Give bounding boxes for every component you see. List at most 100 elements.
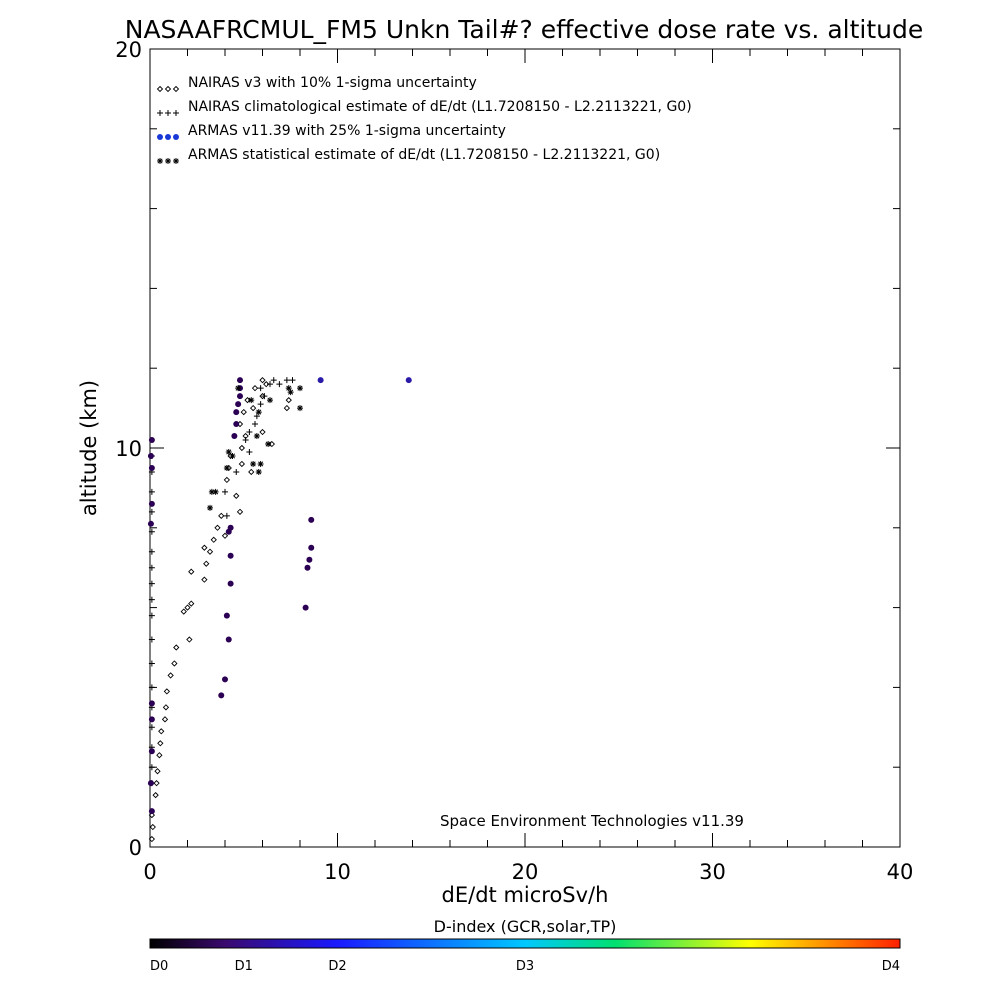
legend-symbol bbox=[164, 85, 172, 93]
data-point bbox=[201, 576, 208, 583]
data-point bbox=[248, 468, 255, 476]
data-point bbox=[227, 552, 234, 559]
data-point bbox=[147, 780, 154, 787]
data-point bbox=[227, 524, 234, 531]
data-point bbox=[289, 377, 296, 384]
legend-symbol bbox=[165, 110, 171, 116]
data-point bbox=[255, 468, 262, 475]
data-point bbox=[225, 448, 232, 455]
data-point bbox=[148, 488, 155, 495]
x-tick-label: 40 bbox=[887, 860, 914, 884]
data-point bbox=[242, 437, 249, 444]
data-point bbox=[149, 823, 156, 831]
y-axis-label: altitude (km) bbox=[77, 380, 101, 516]
data-point bbox=[233, 421, 240, 428]
data-point bbox=[283, 377, 290, 384]
y-tick-label: 10 bbox=[115, 437, 142, 461]
data-point bbox=[285, 385, 292, 392]
legend-symbol bbox=[165, 134, 171, 140]
data-point bbox=[287, 389, 294, 396]
data-point bbox=[238, 444, 246, 452]
data-point bbox=[231, 433, 238, 440]
data-point bbox=[237, 393, 243, 400]
data-point bbox=[233, 468, 240, 475]
data-point bbox=[265, 441, 272, 448]
data-point bbox=[259, 377, 266, 384]
data-point bbox=[148, 548, 155, 555]
legend-entry: ARMAS v11.39 with 25% 1-sigma uncertaint… bbox=[188, 123, 506, 139]
data-point bbox=[163, 688, 171, 695]
series-layer bbox=[147, 377, 412, 843]
colorbar-tick-label: D3 bbox=[516, 959, 534, 974]
legend-entry: NAIRAS v3 with 10% 1-sigma uncertainty bbox=[188, 75, 477, 91]
data-point bbox=[261, 393, 268, 400]
x-axis-label: dE/dt microSv/h bbox=[442, 883, 609, 907]
x-tick-label: 20 bbox=[512, 860, 539, 884]
data-point bbox=[257, 401, 264, 408]
legend-symbol bbox=[173, 110, 179, 116]
data-point bbox=[148, 808, 155, 815]
data-point bbox=[308, 516, 315, 523]
data-point bbox=[212, 488, 219, 495]
data-point bbox=[156, 752, 163, 759]
data-point bbox=[162, 704, 170, 711]
x-tick-label: 0 bbox=[143, 860, 156, 884]
data-point bbox=[222, 488, 228, 495]
data-point bbox=[148, 748, 155, 755]
data-point bbox=[148, 716, 155, 723]
data-point bbox=[283, 404, 291, 412]
data-point bbox=[218, 512, 225, 519]
data-point bbox=[148, 528, 155, 535]
data-point bbox=[255, 409, 262, 416]
annotation: Space Environment Technologies v11.39 bbox=[440, 812, 744, 830]
data-point bbox=[223, 512, 230, 519]
data-point bbox=[253, 433, 260, 440]
data-point bbox=[222, 676, 228, 683]
data-point bbox=[161, 716, 169, 723]
data-point bbox=[148, 684, 155, 691]
data-point bbox=[235, 401, 242, 408]
data-point bbox=[246, 429, 253, 436]
data-point bbox=[148, 508, 155, 515]
legend-symbol bbox=[157, 158, 163, 164]
data-point bbox=[225, 636, 232, 643]
colorbar bbox=[149, 938, 901, 949]
data-point bbox=[210, 536, 217, 543]
chart-title: NASAAFRCMUL_FM5 Unkn Tail#? effective do… bbox=[125, 15, 924, 44]
series-asterisk bbox=[207, 385, 303, 511]
data-point bbox=[148, 500, 155, 507]
data-point bbox=[267, 381, 273, 388]
legend-entry: ARMAS statistical estimate of dE/dt (L1.… bbox=[188, 147, 660, 163]
legend-symbol bbox=[173, 158, 179, 164]
data-point bbox=[257, 385, 264, 392]
legend-entry: NAIRAS climatological estimate of dE/dt … bbox=[188, 99, 692, 115]
data-point bbox=[276, 381, 283, 388]
data-point bbox=[184, 604, 191, 611]
data-point bbox=[259, 428, 266, 436]
data-point bbox=[250, 460, 257, 467]
legend-symbol bbox=[172, 85, 180, 93]
colorbar-tick-label: D0 bbox=[150, 959, 168, 974]
data-point bbox=[148, 660, 155, 667]
data-point bbox=[317, 377, 324, 384]
data-point bbox=[201, 544, 208, 551]
data-point bbox=[148, 596, 155, 603]
data-point bbox=[308, 544, 315, 551]
series-plus bbox=[148, 377, 296, 787]
axes: 0 10 20 30 40 0 10 20 bbox=[115, 38, 913, 884]
legend-symbol bbox=[165, 158, 171, 164]
data-point bbox=[173, 644, 180, 651]
data-point bbox=[148, 564, 155, 571]
data-point bbox=[240, 408, 247, 416]
data-point bbox=[147, 520, 154, 527]
data-point bbox=[306, 556, 313, 563]
y-tick-label: 20 bbox=[115, 38, 142, 62]
data-point bbox=[167, 672, 174, 679]
data-point bbox=[252, 421, 258, 428]
data-point bbox=[148, 835, 156, 843]
data-point bbox=[186, 636, 193, 643]
data-point bbox=[148, 437, 155, 444]
data-point bbox=[248, 397, 255, 404]
colorbar-tick-label: D2 bbox=[328, 959, 346, 974]
